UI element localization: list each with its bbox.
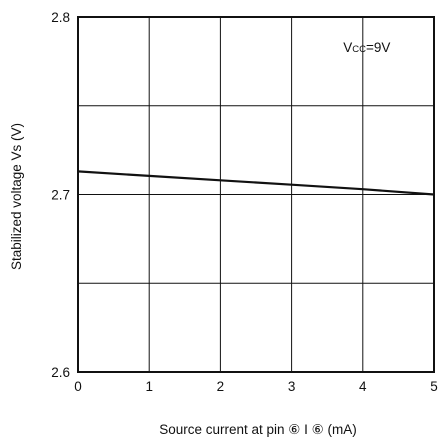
series-layer [77, 170, 435, 196]
series-line [77, 170, 435, 196]
x-tick-labels: 0 1 2 3 4 5 [74, 379, 438, 394]
y-axis-title: Stabilized voltage Vs (V) [9, 123, 24, 270]
x-tick-label: 1 [145, 379, 153, 394]
x-tick-label: 2 [217, 379, 225, 394]
vcc-annotation: VCC=9V [343, 40, 390, 55]
x-tick-label: 4 [359, 379, 367, 394]
x-tick-label: 0 [74, 379, 82, 394]
annotation-prefix: V [343, 40, 352, 55]
annotation-subscript: CC [352, 44, 366, 55]
x-tick-label: 5 [430, 379, 438, 394]
y-tick-labels: 2.6 2.7 2.8 [51, 10, 70, 380]
y-tick-label: 2.7 [51, 188, 70, 203]
y-tick-label: 2.8 [51, 10, 70, 25]
plot-frame [77, 16, 435, 373]
x-axis-title: Source current at pin ⑥ I ⑥ (mA) [159, 422, 357, 437]
grid [78, 17, 434, 372]
annotation-suffix: =9V [366, 40, 390, 55]
x-tick-label: 3 [288, 379, 296, 394]
y-tick-label: 2.6 [51, 365, 70, 380]
